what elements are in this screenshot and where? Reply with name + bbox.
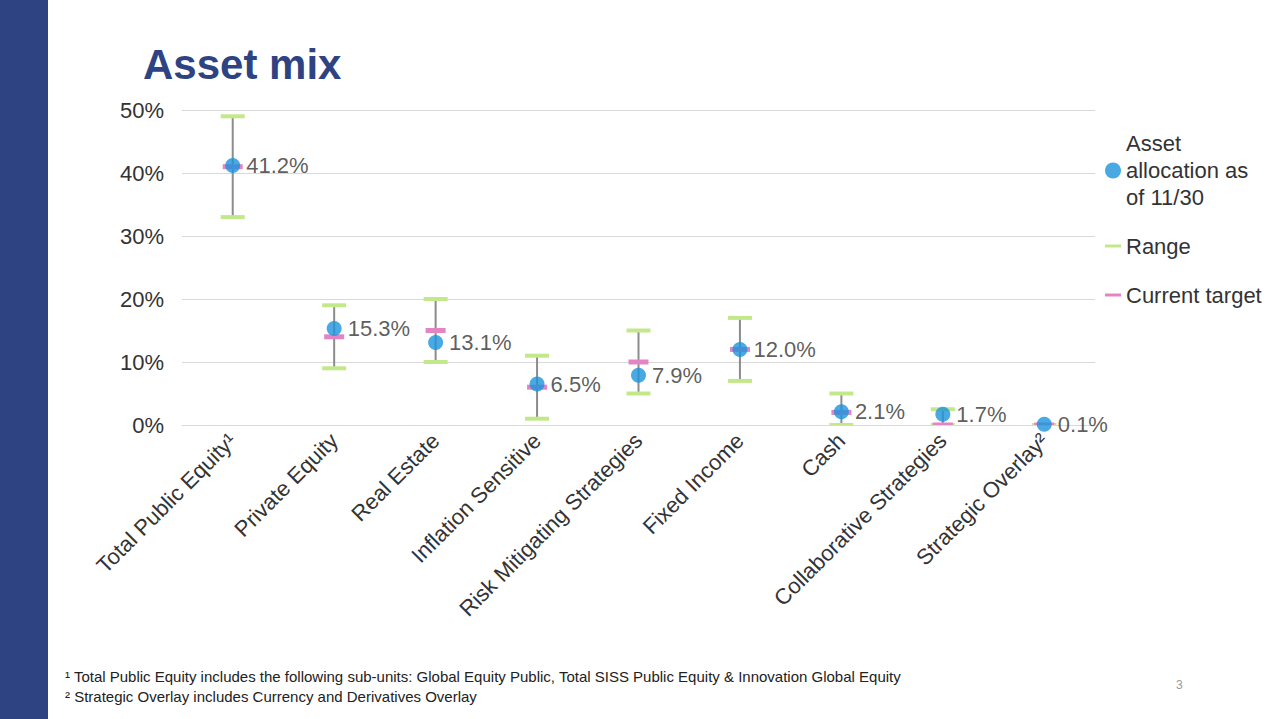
svg-text:¹ Total Public Equity includes: ¹ Total Public Equity includes the follo…: [65, 668, 901, 685]
svg-text:allocation as: allocation as: [1126, 158, 1254, 183]
svg-text:1.7%: 1.7%: [956, 402, 1006, 427]
svg-text:Current target: Current target: [1126, 283, 1262, 308]
svg-text:20%: 20%: [120, 287, 164, 312]
svg-text:Inflation Sensitive: Inflation Sensitive: [406, 428, 546, 568]
svg-text:2.1%: 2.1%: [855, 399, 905, 424]
svg-text:50%: 50%: [120, 98, 164, 123]
svg-text:6.5%: 6.5%: [551, 372, 601, 397]
svg-text:10%: 10%: [120, 350, 164, 375]
svg-text:Collaborative Strategies: Collaborative Strategies: [769, 428, 952, 611]
svg-text:30%: 30%: [120, 224, 164, 249]
svg-text:3: 3: [1176, 678, 1183, 692]
svg-text:Cash: Cash: [796, 428, 850, 482]
svg-text:Strategic Overlay²: Strategic Overlay²: [911, 428, 1053, 570]
svg-text:Risk Mitigating Strategies: Risk Mitigating Strategies: [454, 428, 647, 621]
svg-text:40%: 40%: [120, 161, 164, 186]
svg-text:Total Public Equity¹: Total Public Equity¹: [92, 428, 242, 578]
svg-text:² Strategic Overlay includes C: ² Strategic Overlay includes Currency an…: [65, 688, 477, 705]
svg-text:12.0%: 12.0%: [753, 337, 815, 362]
svg-text:15.3%: 15.3%: [348, 316, 410, 341]
svg-text:0%: 0%: [132, 413, 164, 438]
svg-text:41.2%: 41.2%: [246, 153, 308, 178]
svg-text:Private Equity: Private Equity: [229, 428, 343, 542]
svg-text:Fixed Income: Fixed Income: [638, 428, 749, 539]
svg-text:13.1%: 13.1%: [449, 330, 511, 355]
svg-text:Real Estate: Real Estate: [346, 428, 444, 526]
svg-text:0.1%: 0.1%: [1058, 412, 1108, 437]
svg-text:of 11/30: of 11/30: [1126, 185, 1204, 210]
svg-text:Asset mix: Asset mix: [143, 41, 342, 88]
svg-text:Range: Range: [1126, 234, 1191, 259]
svg-text:Asset: Asset: [1126, 131, 1187, 156]
svg-text:7.9%: 7.9%: [652, 363, 702, 388]
